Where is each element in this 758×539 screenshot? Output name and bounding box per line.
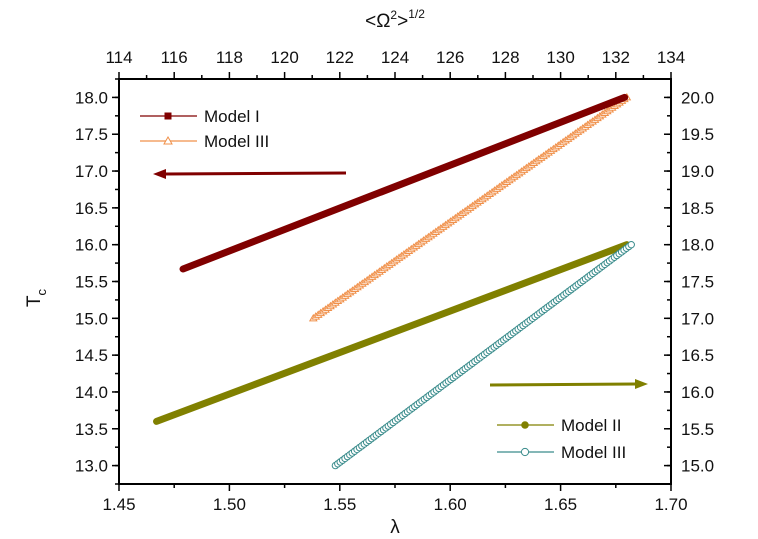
top-tick-label: 122 xyxy=(326,48,354,67)
series-model-ii-right xyxy=(153,241,631,425)
x-tick-label: 1.70 xyxy=(654,495,687,514)
left-tick-label: 16.5 xyxy=(75,199,108,218)
series-line xyxy=(153,241,631,425)
top-tick-label: 132 xyxy=(602,48,630,67)
right-tick-label: 18.5 xyxy=(681,199,714,218)
arrow-layer xyxy=(153,169,648,389)
arrow-shaft xyxy=(164,171,347,176)
legend-label: Model III xyxy=(204,132,269,151)
series-line xyxy=(179,93,629,273)
left-tick-label: 14.5 xyxy=(75,346,108,365)
top-tick-label: 116 xyxy=(161,48,188,67)
left-tick-label: 18.0 xyxy=(75,88,108,107)
legend-entry: Model I xyxy=(140,107,260,126)
top-tick-label: 128 xyxy=(491,48,519,67)
right-tick-label: 19.0 xyxy=(681,162,714,181)
legend-label: Model III xyxy=(561,443,626,462)
left-tick-label: 15.0 xyxy=(75,309,108,328)
top-axis-title-main: <Ω xyxy=(365,11,390,32)
right-tick-label: 17.5 xyxy=(681,273,714,292)
top-tick-label: 124 xyxy=(381,48,409,67)
series-model-iii-left xyxy=(308,92,632,322)
x-tick-label: 1.65 xyxy=(544,495,577,514)
series-layer xyxy=(153,92,635,470)
y-axis-title-main: T xyxy=(24,295,45,307)
right-tick-label: 16.5 xyxy=(681,346,714,365)
top-tick-label: 114 xyxy=(105,48,132,67)
arrow-head xyxy=(635,379,648,389)
right-tick-label: 15.5 xyxy=(681,420,714,439)
left-axis-arrow xyxy=(153,169,347,179)
arrow-head xyxy=(153,169,166,179)
right-tick-label: 17.0 xyxy=(681,309,714,328)
legend-label: Model II xyxy=(561,416,621,435)
left-tick-label: 16.0 xyxy=(75,236,108,255)
legend-entry: Model III xyxy=(497,443,626,462)
ticks-layer: 1.45 1.50 1.55 1.60 1.65 1.70 114 116 118 120 122 1… xyxy=(75,48,714,514)
arrow-shaft xyxy=(489,382,638,387)
x-axis-title: λ xyxy=(390,517,400,538)
legend-layer: Model I Model III Model II Model III xyxy=(140,107,626,462)
legend-entry: Model III xyxy=(140,132,269,151)
right-axis-arrow xyxy=(489,379,648,389)
data-point xyxy=(627,240,635,249)
legend-open-circle-marker xyxy=(520,447,530,457)
top-axis-title-power: 1/2 xyxy=(408,7,425,21)
series-model-i-left xyxy=(179,93,629,273)
x-tick-label: 1.60 xyxy=(434,495,467,514)
left-tick-label: 15.5 xyxy=(75,273,108,292)
top-tick-label: 126 xyxy=(436,48,464,67)
top-tick-label: 134 xyxy=(657,48,685,67)
top-tick-label: 130 xyxy=(546,48,574,67)
left-tick-label: 17.5 xyxy=(75,125,108,144)
legend-square-marker xyxy=(164,112,172,120)
top-tick-label: 120 xyxy=(270,48,298,67)
series-model-iii-right xyxy=(331,240,635,470)
top-axis-title-sup: 2 xyxy=(390,8,397,22)
y-axis-title-sub: c xyxy=(34,288,49,295)
right-tick-label: 19.5 xyxy=(681,125,714,144)
x-tick-label: 1.50 xyxy=(213,495,246,514)
right-tick-label: 16.0 xyxy=(681,383,714,402)
left-tick-label: 13.5 xyxy=(75,420,108,439)
legend-triangle-marker xyxy=(163,135,173,145)
left-tick-label: 13.0 xyxy=(75,457,108,476)
right-tick-label: 15.0 xyxy=(681,457,714,476)
right-tick-label: 20.0 xyxy=(681,88,714,107)
legend-circle-marker xyxy=(521,421,529,429)
legend-entry: Model II xyxy=(497,416,621,435)
legend-label: Model I xyxy=(204,107,260,126)
left-tick-label: 14.0 xyxy=(75,383,108,402)
top-axis-title: <Ω2>1/2 xyxy=(365,7,425,32)
x-tick-label: 1.45 xyxy=(102,495,135,514)
top-axis-title-tail: > xyxy=(397,11,408,32)
y-axis-title: Tc xyxy=(24,288,49,307)
x-tick-label: 1.55 xyxy=(323,495,356,514)
left-tick-label: 17.0 xyxy=(75,162,108,181)
top-tick-label: 118 xyxy=(216,48,243,67)
right-tick-label: 18.0 xyxy=(681,236,714,255)
